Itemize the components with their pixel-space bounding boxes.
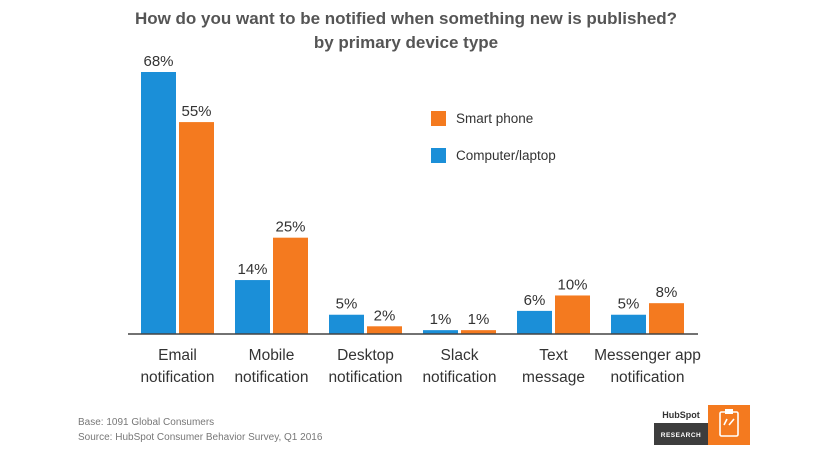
bar-computer-laptop-5 — [611, 314, 646, 334]
badge-brand: HubSpot — [662, 410, 700, 420]
legend-label-smart-phone: Smart phone — [456, 111, 533, 126]
category-label-2-line-1: notification — [328, 369, 402, 386]
category-label-2-line-0: Desktop — [337, 347, 394, 364]
bar-computer-laptop-2 — [329, 314, 364, 334]
bar-smart-phone-3 — [461, 330, 496, 334]
bar-smart-phone-4 — [555, 295, 590, 334]
bar-computer-laptop-1 — [235, 280, 270, 334]
value-label-computer-laptop-4: 6% — [524, 292, 546, 309]
legend-label-computer-laptop: Computer/laptop — [456, 148, 556, 163]
category-label-3-line-1: notification — [422, 369, 496, 386]
category-label-0-line-0: Email — [158, 347, 197, 364]
bar-smart-phone-0 — [179, 122, 214, 335]
value-label-computer-laptop-1: 14% — [237, 261, 267, 278]
value-label-computer-laptop-3: 1% — [430, 311, 452, 328]
bar-smart-phone-2 — [367, 326, 402, 334]
bar-computer-laptop-3 — [423, 330, 458, 334]
category-label-1-line-0: Mobile — [249, 347, 295, 364]
footer-source: Source: HubSpot Consumer Behavior Survey… — [78, 432, 323, 443]
legend-swatch-smart-phone — [431, 111, 446, 126]
value-label-smart-phone-5: 8% — [656, 284, 678, 301]
category-label-5-line-1: notification — [610, 369, 684, 386]
category-label-5-line-0: Messenger app — [594, 347, 701, 364]
badge-label-area — [654, 423, 708, 445]
value-label-smart-phone-0: 55% — [181, 103, 211, 120]
badge-logo-area — [654, 405, 708, 423]
value-labels-group: 68% 55% 14% 25% 5% 2% 1% 1% 6% 10% 5% 8% — [143, 53, 677, 328]
value-label-computer-laptop-0: 68% — [143, 53, 173, 70]
footer-base: Base: 1091 Global Consumers — [78, 417, 214, 428]
category-label-4-line-1: message — [522, 369, 585, 386]
category-label-0-line-1: notification — [140, 369, 214, 386]
bar-computer-laptop-4 — [517, 310, 552, 334]
bar-computer-laptop-0 — [141, 72, 176, 334]
bar-smart-phone-1 — [273, 237, 308, 334]
value-label-smart-phone-2: 2% — [374, 307, 396, 324]
chart-subtitle: by primary device type — [314, 33, 498, 52]
bar-smart-phone-5 — [649, 303, 684, 334]
category-labels-group: Email notification Mobile notification Deskt… — [140, 347, 700, 386]
clipboard-icon — [719, 409, 739, 437]
category-label-3-line-0: Slack — [441, 347, 479, 364]
category-label-1-line-1: notification — [234, 369, 308, 386]
bars-group — [141, 72, 684, 335]
legend-swatch-computer-laptop — [431, 148, 446, 163]
category-label-4-line-0: Text — [539, 347, 568, 364]
value-label-smart-phone-3: 1% — [468, 311, 490, 328]
legend: Smart phone Computer/laptop — [431, 111, 556, 163]
value-label-smart-phone-1: 25% — [275, 219, 305, 236]
value-label-computer-laptop-5: 5% — [618, 296, 640, 313]
hubspot-research-badge: HubSpot RESEARCH — [654, 405, 750, 445]
chart-title: How do you want to be notified when some… — [135, 9, 677, 28]
badge-label: RESEARCH — [661, 432, 701, 439]
value-label-smart-phone-4: 10% — [557, 276, 587, 293]
value-label-computer-laptop-2: 5% — [336, 296, 358, 313]
